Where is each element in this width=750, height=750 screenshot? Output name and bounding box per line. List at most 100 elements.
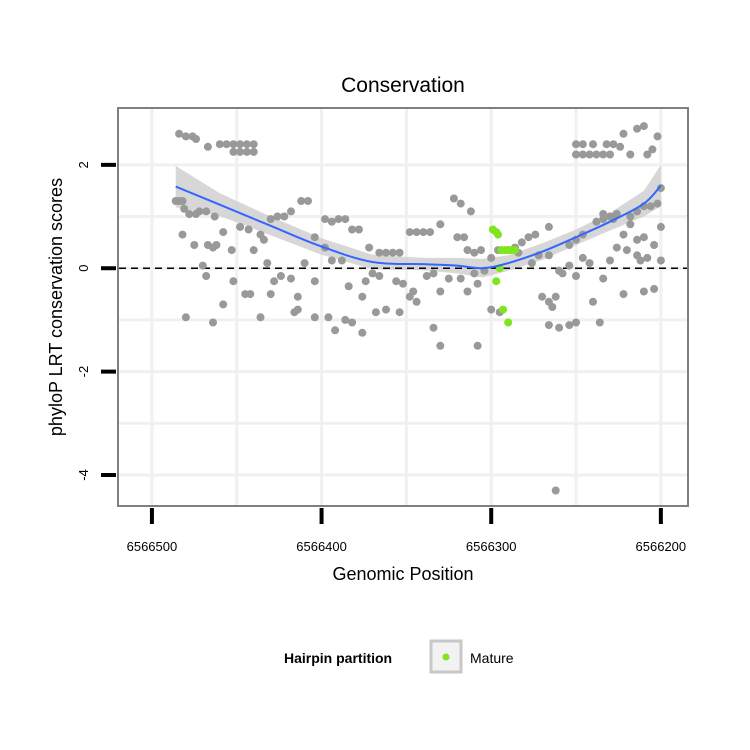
point-other [192,135,200,143]
point-other [643,150,652,159]
point-other [544,222,553,231]
point-other [524,233,533,242]
point-other [578,140,587,149]
point-other [375,272,384,280]
y-tick-label: -2 [76,366,91,378]
point-other [227,246,236,255]
point-other [249,140,258,149]
confidence-band [175,164,661,278]
point-other [572,140,580,149]
point-other [473,341,482,350]
point-other [606,256,614,265]
point-other [531,230,540,239]
point-other [219,300,228,309]
point-other [585,150,594,159]
confidence-band-layer [175,164,661,278]
point-other [310,233,319,242]
point-other [565,241,574,249]
point-other [242,147,251,156]
point-other [639,122,648,131]
point-other [399,279,407,288]
point-other [656,222,665,231]
point-other [392,277,401,286]
y-tick-label: 0 [76,265,91,272]
point-other [270,277,279,286]
point-other [565,321,574,330]
y-tick-label: -4 [76,469,91,481]
point-other [599,150,608,159]
point-other [619,230,628,239]
point-other [589,140,597,149]
point-other [599,274,608,283]
point-other [473,279,482,288]
point-mature [492,277,501,286]
point-other [606,150,614,159]
point-other [639,233,648,242]
point-other [190,241,199,249]
point-other [551,486,560,495]
point-other [365,243,374,252]
point-other [626,220,635,229]
point-other [592,217,601,226]
point-other [395,308,404,317]
point-other [215,140,224,149]
point-other [578,150,587,159]
point-other [650,284,659,293]
point-other [466,207,475,216]
point-other [646,202,655,211]
point-other [565,261,574,270]
point-other [487,305,496,314]
point-other [263,259,272,268]
point-other [517,238,526,247]
point-other [348,225,357,234]
point-other [287,274,295,283]
point-other [578,253,587,262]
point-other [310,277,319,286]
point-mature [504,318,513,327]
point-other [266,215,275,224]
point-other [178,197,187,205]
y-axis-title: phyloP LRT conservation scores [46,178,66,436]
plot-panel [117,107,689,507]
point-other [656,256,665,265]
point-other [527,259,536,268]
point-other [656,184,665,193]
points-layer [171,122,665,495]
point-other [436,341,445,350]
point-other [633,124,642,133]
point-other [388,248,397,257]
point-other [195,207,204,216]
legend-title: Hairpin partition [284,650,392,666]
smooth-line [175,184,662,270]
point-other [538,292,547,301]
point-other [609,140,618,149]
point-other [426,228,435,237]
point-other [229,140,238,149]
point-other [236,222,245,231]
point-other [202,272,211,280]
point-other [354,225,363,234]
point-other [242,140,251,149]
point-other [249,246,258,255]
point-other [463,287,472,296]
point-other [653,199,662,208]
point-other [202,207,211,216]
point-other [456,199,465,208]
point-other [259,235,268,244]
point-other [622,246,631,255]
legend-key-dot-mature [442,653,450,661]
point-other [602,140,611,149]
x-tick-label: 6566400 [296,539,347,554]
point-other [198,261,207,270]
point-other [341,215,350,224]
point-other [429,323,438,332]
point-other [371,308,380,317]
point-other [249,147,258,156]
x-axis: 6566500 6566400 6566300 6566200 [127,508,686,554]
point-other [276,272,285,280]
legend-label-mature: Mature [470,650,514,666]
point-other [585,259,594,268]
point-other [210,212,219,221]
point-other [453,233,462,242]
point-other [544,251,553,260]
